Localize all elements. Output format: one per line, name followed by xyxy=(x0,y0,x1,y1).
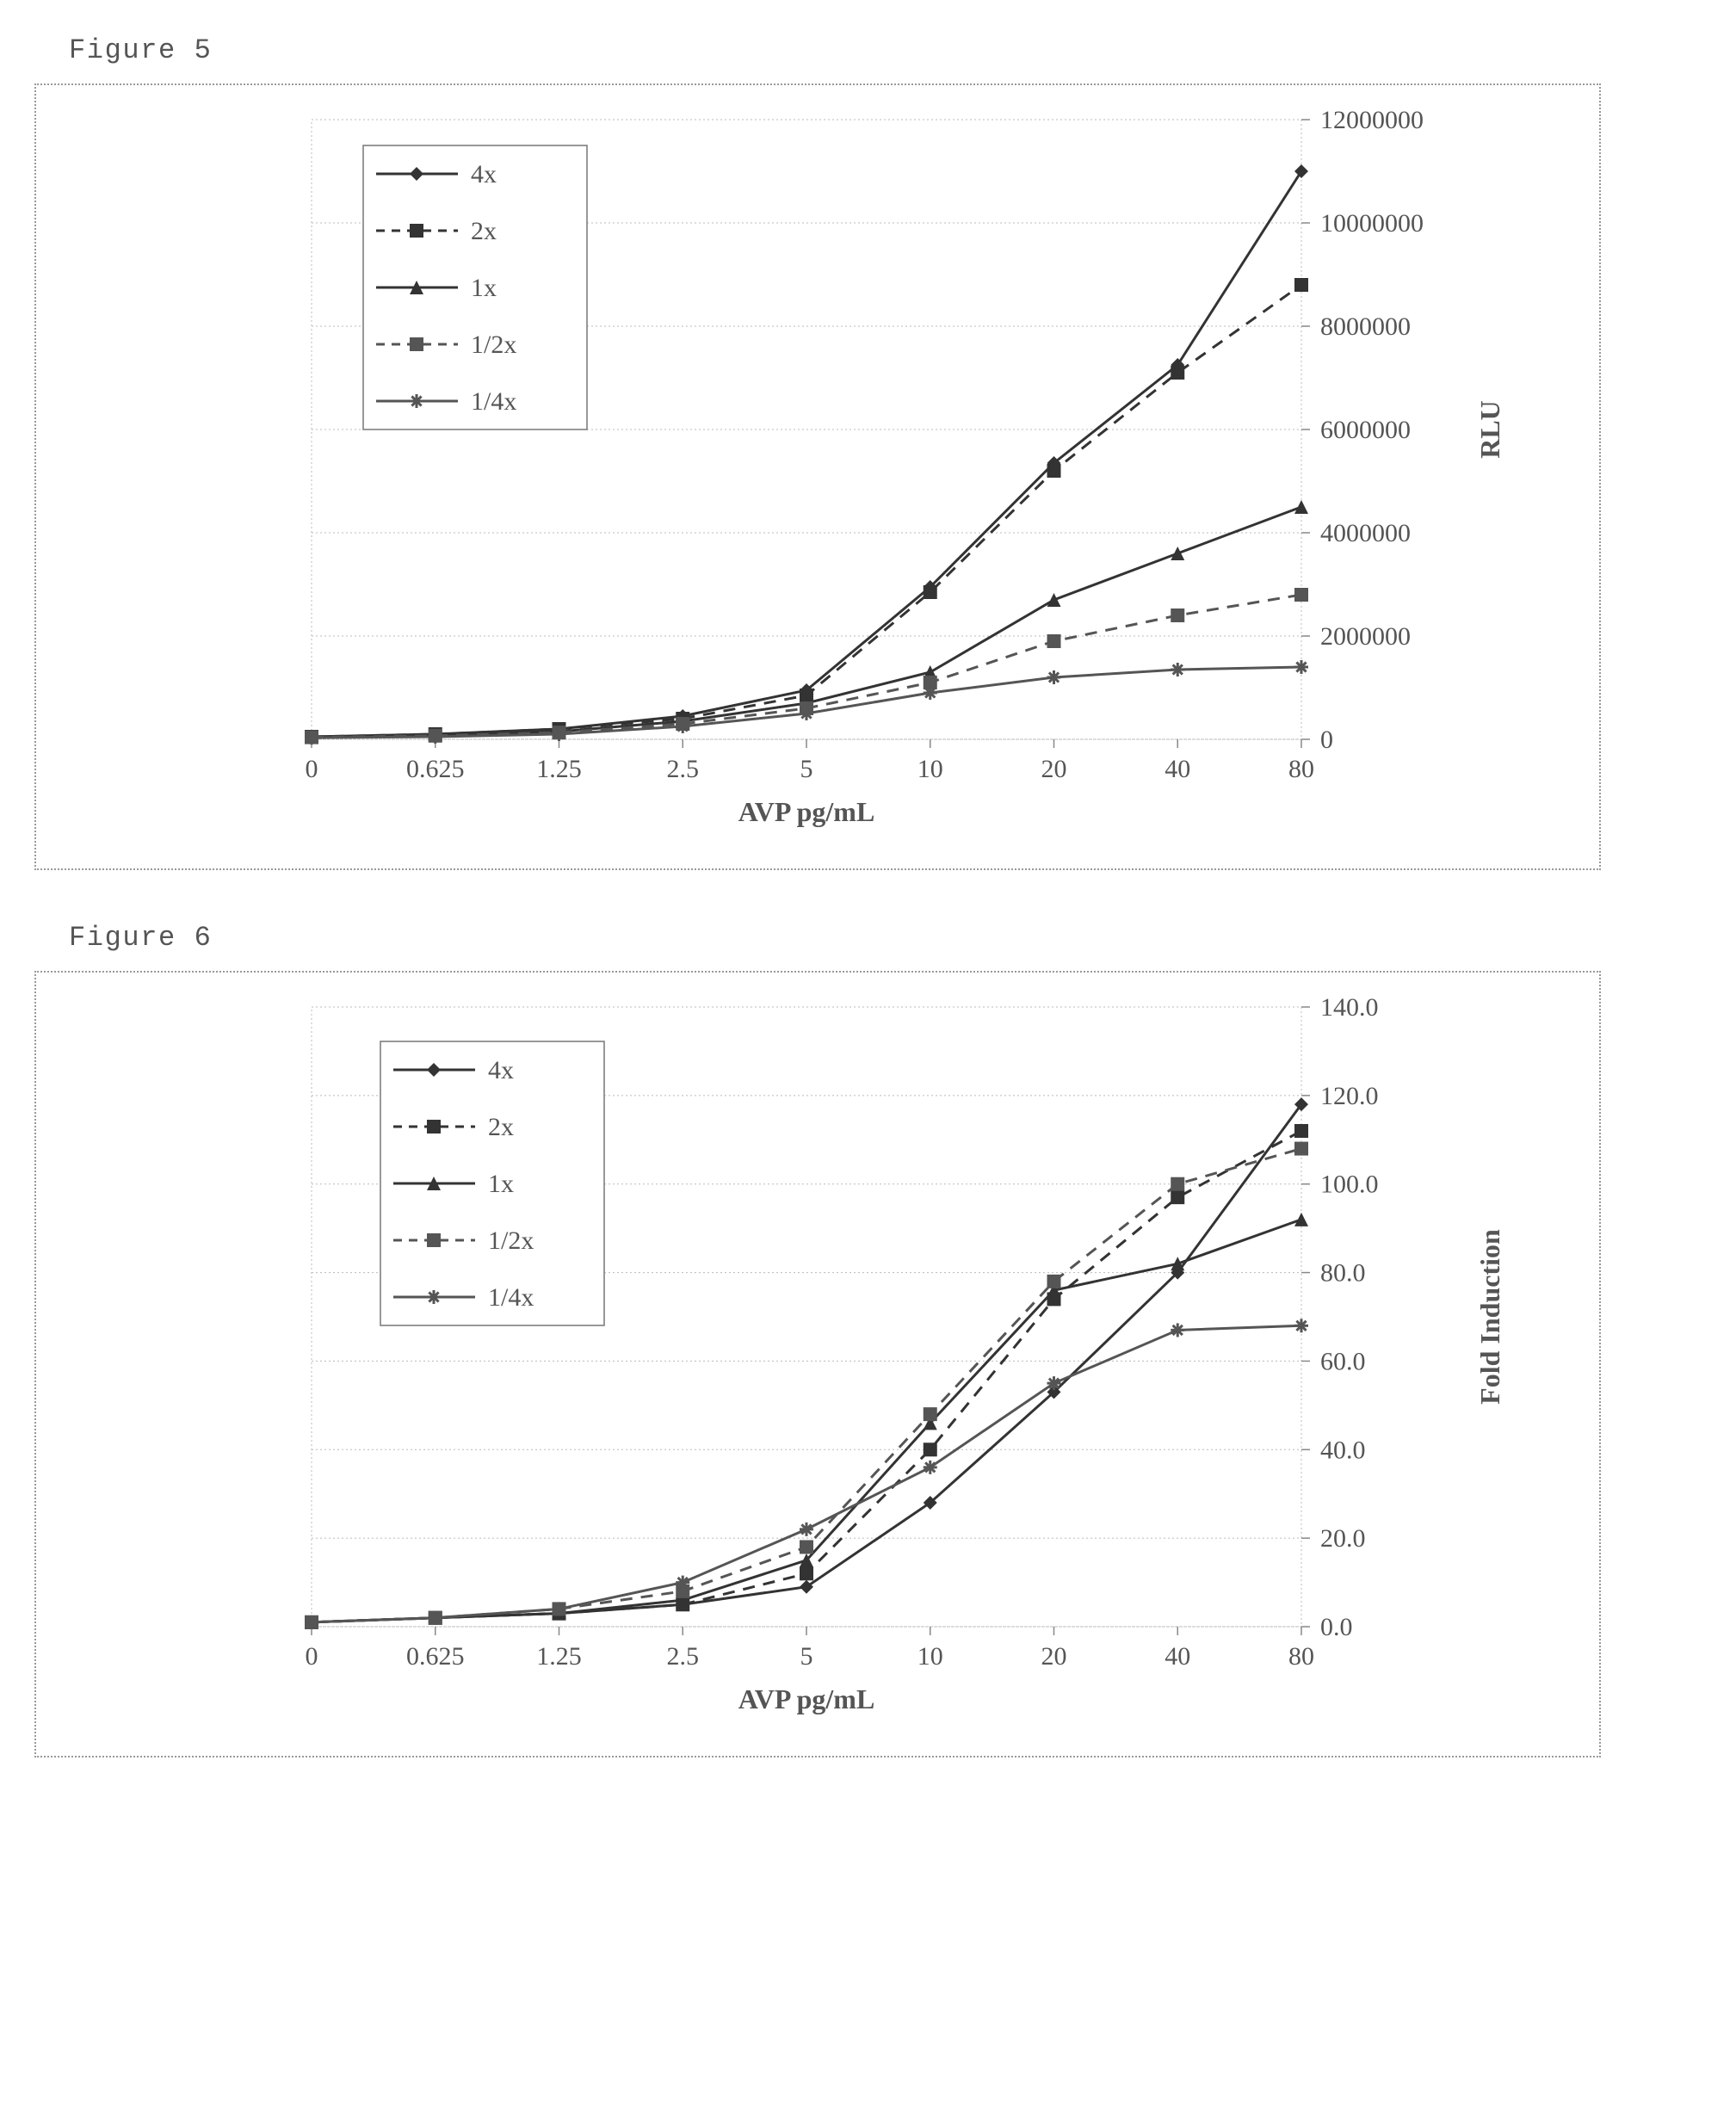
y-axis-label: Fold Induction xyxy=(1474,1229,1505,1405)
series-marker xyxy=(924,686,937,700)
series-marker xyxy=(1294,588,1308,602)
y-tick-label: 12000000 xyxy=(1320,106,1424,134)
x-tick-label: 10 xyxy=(917,755,943,783)
y-tick-label: 8000000 xyxy=(1320,312,1411,341)
figure-label: Figure 6 xyxy=(69,922,1702,954)
series-marker xyxy=(1171,366,1184,380)
x-tick-label: 1.25 xyxy=(536,1642,582,1671)
series-marker xyxy=(1171,1177,1184,1191)
series-marker xyxy=(553,727,566,741)
series-marker xyxy=(1171,547,1184,560)
x-tick-label: 5 xyxy=(800,755,813,783)
y-tick-label: 140.0 xyxy=(1320,993,1379,1022)
figure-label: Figure 5 xyxy=(69,34,1702,66)
x-tick-label: 80 xyxy=(1288,1642,1314,1671)
series-marker xyxy=(1294,1142,1308,1156)
series-marker xyxy=(1047,670,1061,684)
series-marker xyxy=(1171,1323,1184,1337)
y-tick-label: 0.0 xyxy=(1320,1613,1353,1641)
x-axis-label: AVP pg/mL xyxy=(738,796,875,827)
x-tick-label: 2.5 xyxy=(667,755,700,783)
y-tick-label: 0 xyxy=(1320,726,1333,754)
series-marker xyxy=(800,707,813,720)
x-tick-label: 20 xyxy=(1041,1642,1067,1671)
y-tick-label: 60.0 xyxy=(1320,1347,1366,1375)
legend-label: 1x xyxy=(471,274,497,302)
y-tick-label: 100.0 xyxy=(1320,1171,1379,1199)
x-tick-label: 40 xyxy=(1165,755,1190,783)
series-marker xyxy=(676,1576,689,1590)
series-marker xyxy=(924,1461,937,1474)
legend-label: 1x xyxy=(488,1170,514,1198)
legend-label: 1/4x xyxy=(471,387,516,416)
x-tick-label: 1.25 xyxy=(536,755,582,783)
legend-label: 1/4x xyxy=(488,1283,534,1312)
series-marker xyxy=(1171,663,1184,676)
x-tick-label: 2.5 xyxy=(667,1642,700,1671)
series-marker xyxy=(1047,634,1061,648)
series-marker xyxy=(924,1442,937,1456)
y-tick-label: 4000000 xyxy=(1320,519,1411,547)
x-tick-label: 5 xyxy=(800,1642,813,1671)
chart-container: 0 2000000 4000000 6000000 8000000 10000000 120… xyxy=(34,83,1601,870)
series-marker xyxy=(800,1540,813,1554)
series-marker xyxy=(800,1566,813,1580)
series-marker xyxy=(1171,1190,1184,1204)
series-marker xyxy=(553,1602,566,1615)
series-marker xyxy=(1047,1376,1061,1390)
legend-label: 2x xyxy=(488,1113,514,1141)
series-marker xyxy=(1294,1319,1308,1332)
x-tick-label: 20 xyxy=(1041,755,1067,783)
y-tick-label: 2000000 xyxy=(1320,622,1411,651)
series-marker xyxy=(1294,1213,1308,1226)
x-tick-label: 40 xyxy=(1165,1642,1190,1671)
series-marker xyxy=(429,730,442,744)
series-marker xyxy=(1171,608,1184,622)
series-marker xyxy=(924,585,937,599)
series-marker xyxy=(1294,278,1308,292)
x-tick-label: 0.625 xyxy=(406,1642,465,1671)
y-tick-label: 20.0 xyxy=(1320,1524,1366,1553)
legend-label: 4x xyxy=(471,160,497,188)
series-marker xyxy=(1294,660,1308,674)
legend-label: 1/2x xyxy=(471,330,516,359)
y-tick-label: 40.0 xyxy=(1320,1436,1366,1464)
y-tick-label: 80.0 xyxy=(1320,1259,1366,1288)
legend-label: 4x xyxy=(488,1056,514,1084)
x-tick-label: 0 xyxy=(306,755,318,783)
series-marker xyxy=(676,720,689,733)
y-axis-label: RLU xyxy=(1474,400,1505,459)
y-tick-label: 6000000 xyxy=(1320,416,1411,444)
series-marker xyxy=(1047,464,1061,478)
series-marker xyxy=(800,1523,813,1536)
x-axis-label: AVP pg/mL xyxy=(738,1683,875,1714)
series-marker xyxy=(1047,593,1061,607)
series-marker xyxy=(1294,164,1308,178)
series-marker xyxy=(924,1407,937,1421)
x-tick-label: 0.625 xyxy=(406,755,465,783)
legend-label: 2x xyxy=(471,217,497,245)
chart-container: 0.0 20.0 40.0 60.0 80.0 100.0 120.0 140.0 0 0.625… xyxy=(34,971,1601,1757)
legend-label: 1/2x xyxy=(488,1226,534,1255)
series-marker xyxy=(1294,500,1308,514)
x-tick-label: 80 xyxy=(1288,755,1314,783)
series-marker xyxy=(1047,1275,1061,1288)
series-marker xyxy=(305,731,318,744)
x-tick-label: 0 xyxy=(306,1642,318,1671)
x-tick-label: 10 xyxy=(917,1642,943,1671)
y-tick-label: 120.0 xyxy=(1320,1082,1379,1110)
y-tick-label: 10000000 xyxy=(1320,209,1424,238)
series-marker xyxy=(1294,1124,1308,1138)
